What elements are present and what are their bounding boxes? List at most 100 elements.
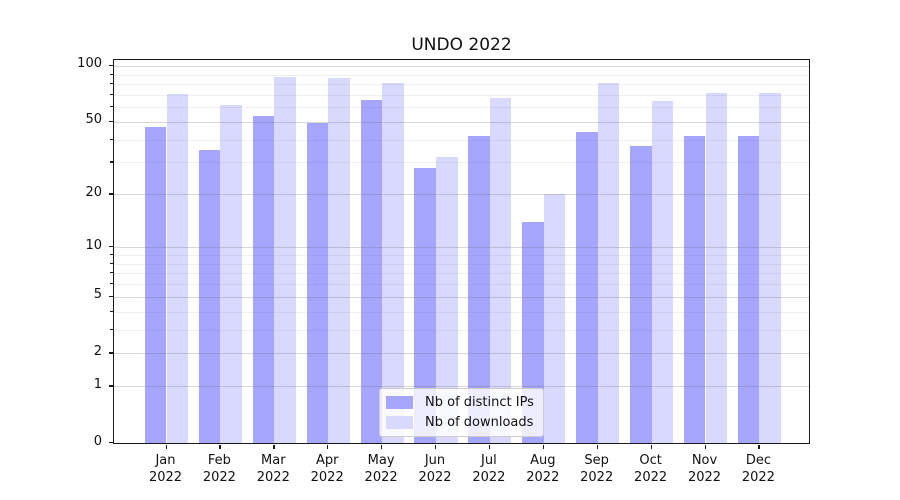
y-tick-label: 50 [85, 112, 102, 128]
y-tick-label: 5 [93, 287, 102, 303]
gridline [114, 254, 809, 256]
y-minor-tick-mark [110, 272, 113, 274]
bar [414, 167, 436, 443]
y-minor-tick-mark [110, 83, 113, 85]
x-tick-mark [435, 444, 437, 449]
x-tick-mark [596, 444, 598, 449]
gridline [114, 273, 809, 275]
bar [220, 104, 242, 443]
bar [651, 100, 674, 443]
x-tick-mark [219, 444, 221, 449]
gridline [114, 296, 809, 298]
x-tick-mark [327, 444, 329, 449]
gridline [114, 84, 809, 85]
x-tick-label: Apr 2022 [310, 453, 344, 485]
gridline [114, 139, 809, 141]
gridline [114, 263, 809, 265]
y-tick-label: 1 [93, 376, 102, 392]
bar [705, 92, 728, 443]
x-tick-mark [488, 444, 491, 449]
x-tick-mark [542, 444, 545, 449]
bar [576, 132, 598, 443]
x-tick-label: Oct 2022 [634, 453, 668, 485]
y-tick-mark [108, 385, 113, 387]
y-minor-tick-mark [110, 253, 113, 256]
y-minor-tick-mark [110, 106, 113, 108]
bar [436, 157, 458, 443]
bar [306, 123, 329, 443]
x-tick-label: Nov 2022 [687, 453, 722, 485]
y-tick-mark [108, 442, 113, 444]
legend: Nb of distinct IPs Nb of downloads [379, 388, 544, 437]
bar [489, 98, 512, 443]
legend-entry-distinct-ips: Nb of distinct IPs [386, 395, 535, 410]
y-minor-tick-mark [110, 73, 113, 75]
bar [144, 126, 167, 443]
x-tick-mark [381, 444, 383, 449]
bar [328, 78, 350, 443]
gridline [114, 247, 809, 249]
bar [252, 115, 275, 443]
x-tick-label: Feb 2022 [202, 453, 236, 485]
y-tick-label: 10 [85, 237, 102, 253]
bar [274, 77, 296, 443]
y-tick-label: 100 [77, 56, 102, 72]
x-tick-mark [650, 444, 652, 449]
gridline [114, 329, 809, 331]
gridline [114, 194, 809, 196]
y-tick-mark [108, 64, 113, 67]
x-tick-label: Jun 2022 [418, 453, 452, 485]
bar [166, 93, 189, 443]
y-tick-mark [108, 193, 113, 195]
bar [630, 145, 652, 443]
x-tick-label: Sep 2022 [580, 453, 614, 485]
legend-label-downloads: Nb of downloads [425, 415, 534, 430]
legend-swatch-downloads [386, 416, 413, 429]
y-tick-label: 2 [93, 343, 102, 359]
bar [360, 99, 383, 443]
y-minor-tick-mark [110, 328, 113, 331]
gridline [114, 107, 809, 109]
y-minor-tick-mark [110, 310, 113, 312]
bar [468, 135, 490, 443]
x-tick-label: May 2022 [364, 453, 398, 485]
gridline [114, 94, 809, 96]
plot-area [113, 59, 810, 444]
bar [198, 150, 221, 443]
y-minor-tick-mark [110, 161, 113, 163]
x-tick-label: Mar 2022 [256, 453, 290, 485]
y-minor-tick-mark [110, 262, 113, 264]
gridline [114, 74, 809, 76]
x-tick-mark [165, 444, 167, 449]
x-tick-mark [704, 444, 706, 449]
gridline [114, 121, 809, 123]
gridline [114, 386, 809, 388]
bar [759, 92, 781, 443]
gridline [114, 284, 809, 286]
x-tick-mark [273, 444, 275, 449]
legend-entry-downloads: Nb of downloads [386, 415, 535, 430]
y-minor-tick-mark [110, 138, 113, 140]
chart-title: UNDO 2022 [411, 35, 512, 55]
gridline [114, 353, 809, 355]
y-tick-label: 0 [93, 433, 102, 449]
legend-swatch-distinct-ips [386, 396, 413, 409]
bar [597, 83, 620, 443]
x-tick-mark [758, 444, 760, 449]
bar [683, 135, 706, 443]
bar [543, 194, 566, 443]
gridline [114, 162, 809, 164]
y-tick-label: 20 [85, 184, 102, 200]
x-tick-label: Dec 2022 [741, 453, 775, 485]
gridline [114, 311, 809, 313]
y-tick-mark [108, 352, 113, 354]
y-minor-tick-mark [110, 283, 113, 285]
bar [522, 221, 544, 443]
bar [737, 135, 760, 443]
x-tick-label: Aug 2022 [526, 453, 560, 485]
x-tick-label: Jan 2022 [148, 453, 183, 485]
y-tick-mark [108, 246, 113, 248]
x-tick-label: Jul 2022 [472, 453, 506, 485]
bar [382, 83, 404, 443]
